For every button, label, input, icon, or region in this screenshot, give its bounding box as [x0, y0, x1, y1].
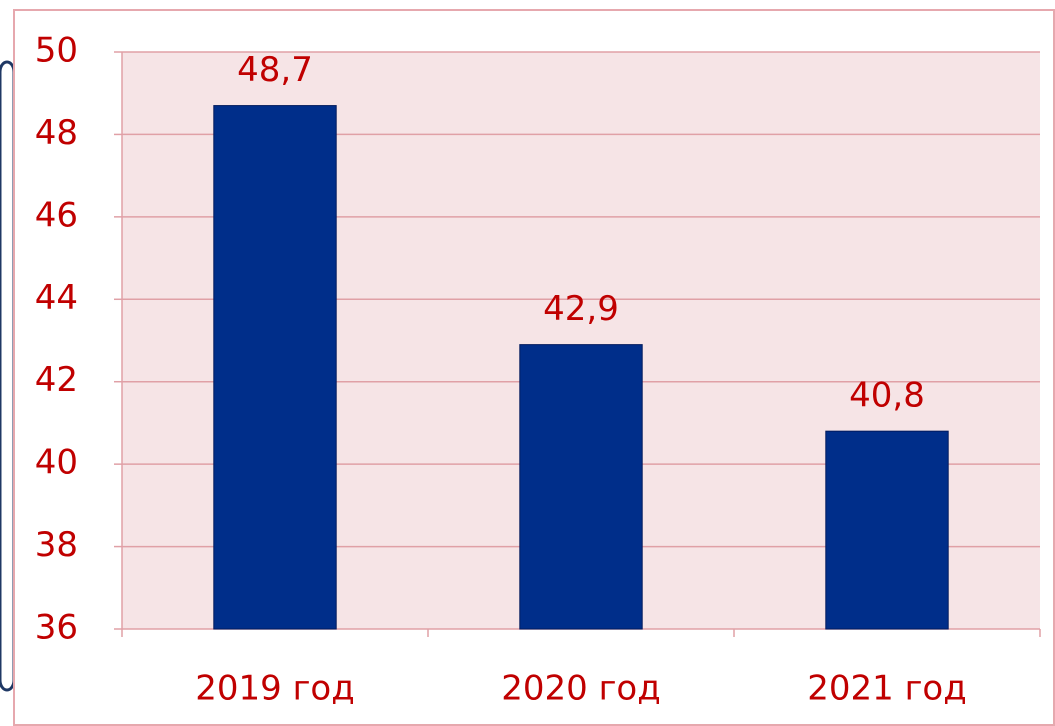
y-tick-label: 38 — [35, 525, 78, 565]
x-tick-label: 2020 год — [501, 669, 661, 709]
bar — [519, 344, 643, 630]
x-tick-label: 2021 год — [807, 669, 967, 709]
side-panel-edge — [0, 60, 16, 692]
y-tick-label: 42 — [35, 360, 78, 400]
y-tick-label: 46 — [35, 195, 78, 235]
y-tick-label: 40 — [35, 443, 78, 483]
data-label: 40,8 — [849, 376, 925, 416]
y-tick-label: 36 — [35, 608, 78, 648]
y-tick-label: 50 — [35, 31, 78, 71]
y-tick-label: 48 — [35, 113, 78, 153]
data-label: 48,7 — [237, 50, 313, 90]
data-label: 42,9 — [543, 289, 619, 329]
bar — [213, 105, 337, 630]
x-tick-label: 2019 год — [195, 669, 355, 709]
bar — [825, 430, 949, 630]
y-tick-label: 44 — [35, 278, 78, 318]
